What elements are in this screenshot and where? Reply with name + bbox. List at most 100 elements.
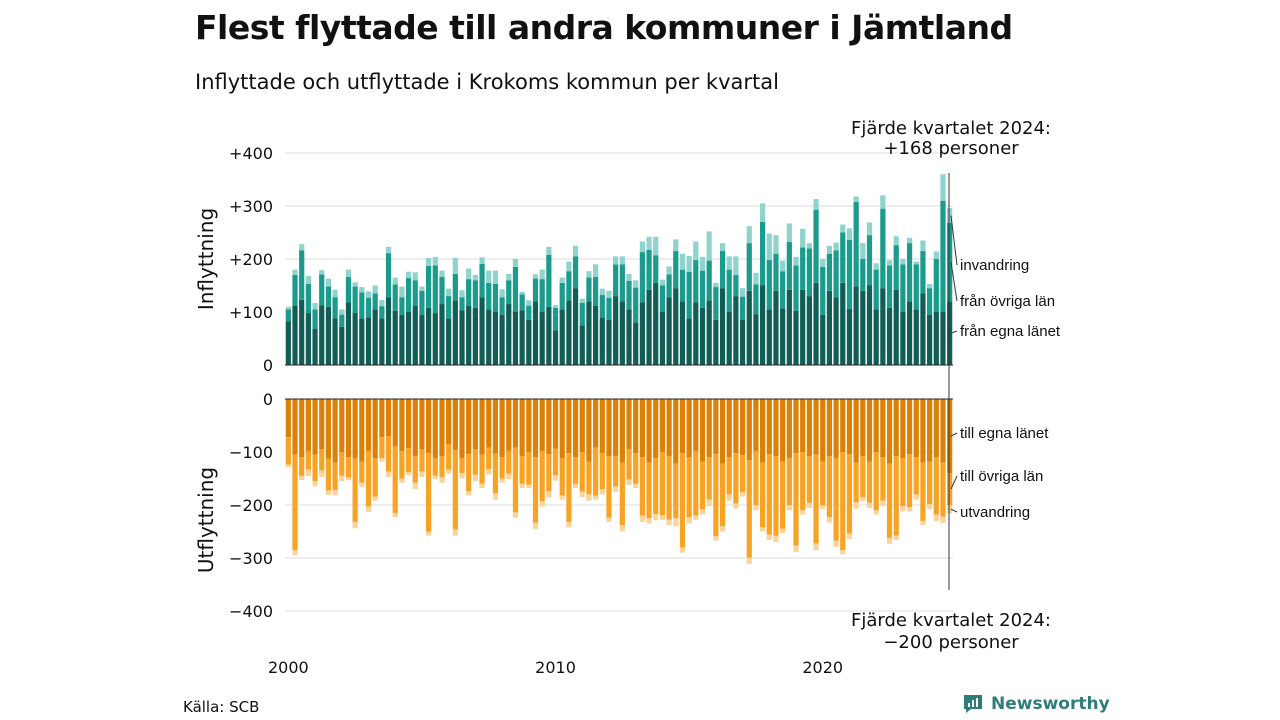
bar-segment (726, 457, 732, 495)
bar-segment (760, 399, 766, 463)
bar-segment (800, 510, 806, 515)
bar-segment (459, 297, 465, 311)
bar-segment (800, 452, 806, 511)
bar-segment (365, 506, 372, 512)
chart-subtitle: Inflyttade och utflyttade i Krokoms komm… (195, 70, 779, 94)
bar-segment (552, 307, 559, 331)
bar-segment (399, 297, 405, 315)
bar-segment (325, 286, 332, 307)
bar-segment (559, 458, 565, 496)
bar-segment (679, 399, 686, 454)
bar-segment (392, 446, 398, 513)
bar-segment (432, 399, 438, 459)
bar-segment (866, 502, 873, 509)
bar-segment (893, 535, 899, 540)
bar-segment (492, 270, 499, 284)
source-note: Källa: SCB (183, 698, 260, 716)
bar-segment (846, 399, 853, 455)
bar-segment (893, 236, 899, 246)
bar-segment (786, 242, 792, 290)
bar-segment (753, 399, 759, 451)
bar-segment (633, 399, 639, 454)
bar-segment (506, 273, 512, 281)
bar-segment (633, 280, 639, 288)
bar-segment (546, 399, 552, 455)
bar-segment (579, 302, 585, 326)
bar-segment (846, 533, 853, 539)
bar-segment (633, 287, 639, 323)
y-tick-label: −200 (229, 496, 273, 515)
bar-segment (739, 296, 746, 320)
bar-segment (886, 307, 893, 365)
bar-segment (312, 328, 318, 365)
bar-segment (833, 399, 839, 459)
bar-segment (466, 399, 472, 455)
bar-segment (613, 486, 619, 492)
bar-segment (653, 255, 659, 283)
bar-segment (933, 399, 939, 458)
bar-segment (886, 537, 893, 545)
bar-segment (292, 274, 298, 306)
bar-segment (619, 264, 625, 302)
bar-segment (947, 208, 953, 223)
bar-segment (305, 399, 311, 451)
bar-segment (426, 307, 432, 365)
bar-segment (385, 399, 392, 437)
bar-segment (920, 240, 926, 252)
bar-segment (853, 286, 859, 365)
bar-segment (599, 295, 605, 318)
bar-segment (646, 399, 652, 463)
bar-segment (566, 399, 572, 454)
bar-segment (359, 287, 365, 293)
bar-segment (813, 399, 819, 455)
bar-segment (499, 478, 505, 483)
bar-segment (733, 453, 739, 504)
bar-segment (426, 257, 432, 266)
y-tick-label: −400 (229, 602, 273, 621)
bar-segment (880, 208, 886, 289)
bar-segment (312, 399, 318, 455)
bar-segment (339, 452, 345, 476)
bar-segment (526, 399, 532, 452)
series-label: utvandring (960, 504, 1030, 521)
bar-segment (900, 264, 906, 312)
bar-segment (873, 309, 879, 365)
bar-segment (920, 520, 926, 526)
bar-segment (846, 228, 853, 240)
bar-segment (339, 309, 345, 315)
bar-segment (372, 458, 378, 497)
bar-segment (613, 456, 619, 487)
bar-segment (780, 260, 786, 272)
bar-segment (379, 318, 385, 365)
bar-segment (506, 450, 512, 474)
bar-segment (285, 321, 291, 365)
bar-segment (419, 471, 425, 477)
bar-segment (826, 253, 833, 291)
bar-segment (492, 493, 499, 500)
bar-segment (947, 301, 953, 365)
bar-segment (833, 458, 839, 541)
bar-segment (800, 399, 806, 452)
bar-segment (392, 512, 398, 518)
bar-segment (365, 399, 372, 451)
bar-segment (559, 399, 565, 459)
bar-segment (405, 278, 412, 312)
bar-segment (599, 288, 605, 296)
bar-segment (666, 266, 672, 275)
bar-segment (766, 399, 772, 455)
bar-segment (599, 317, 605, 365)
bar-segment (760, 203, 766, 222)
bar-segment (693, 399, 699, 451)
bar-segment (572, 288, 579, 365)
bar-segment (345, 269, 352, 278)
bar-segment (746, 399, 752, 460)
bar-segment (699, 399, 706, 462)
bar-segment (947, 505, 953, 514)
bars (285, 174, 953, 564)
bar-segment (466, 491, 472, 496)
bar-segment (906, 301, 913, 365)
bar-segment (345, 399, 352, 458)
bar-segment (579, 298, 585, 303)
y-tick-label: +200 (229, 250, 273, 269)
y-tick-label: 0 (263, 356, 273, 375)
